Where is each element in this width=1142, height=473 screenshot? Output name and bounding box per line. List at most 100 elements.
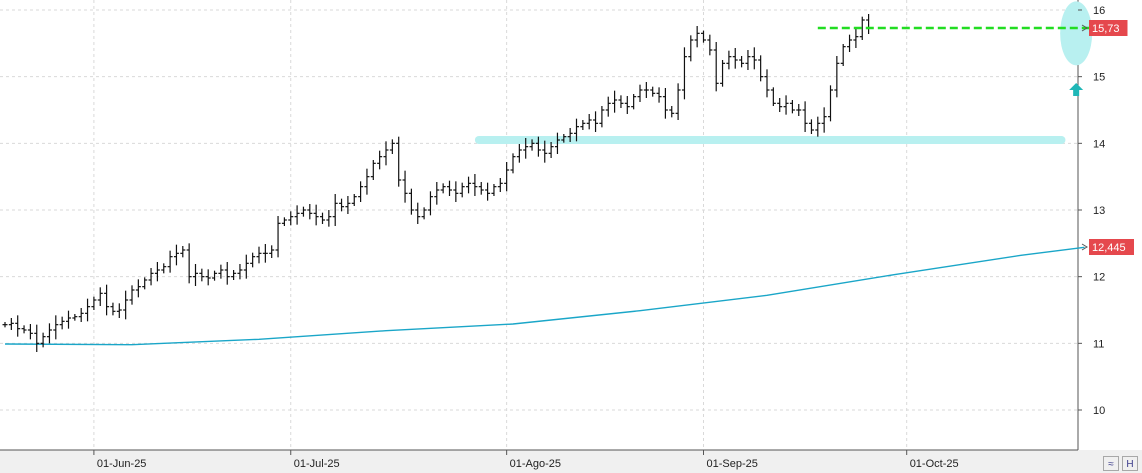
highlight-ellipse [1060,1,1093,66]
ohlc-bar [701,30,706,43]
ohlc-bar [154,262,160,282]
ohlc-bar [300,206,306,217]
ohlc-bar [34,324,40,352]
ohlc-bar [554,132,560,154]
ohlc-bar [599,106,605,128]
ohlc-bar [726,50,732,70]
ohlc-bar [72,314,78,321]
ohlc-bar [40,332,46,348]
chart-controls: ≈ H [1103,456,1138,471]
ohlc-bar [46,323,52,344]
ohlc-bar [758,55,764,82]
ohlc-bar [345,196,351,214]
ohlc-bar [97,287,103,306]
ohlc-bar [173,244,179,266]
ohlc-bar [250,252,256,268]
ohlc-bar [326,210,332,227]
y-axis-labels: 10 11 12 13 14 15 16 [1078,5,1105,417]
ohlc-bar [161,263,167,274]
ohlc-bar [688,35,694,62]
ohlc-bar [358,181,364,202]
ohlc-bar [91,296,97,310]
zoom-button[interactable]: ≈ [1103,456,1119,471]
ohlc-bar [777,98,783,112]
ohlc-bar [796,104,802,116]
ohlc-bar [193,264,198,286]
ohlc-bar [123,290,129,320]
ohlc-bar [586,114,592,130]
ohlc-bar [866,14,872,34]
up-arrow-icon [1069,83,1084,96]
y-tick-label: 10 [1093,405,1105,417]
moving-average-path [4,246,1085,346]
ohlc-bar [650,86,656,97]
ohlc-bar [529,139,535,151]
ohlc-bar [142,277,148,290]
ohlc-bar [313,204,319,226]
ohlc-bar [497,178,503,192]
ohlc-bar [828,85,833,122]
ohlc-bar [148,268,154,286]
ohlc-bar [713,42,719,92]
ohlc-bar [853,28,859,48]
ohlc-bar [675,83,681,120]
x-tick-label: 01-Jul-25 [294,458,340,470]
ohlc-bars [2,14,872,352]
save-button[interactable]: H [1122,456,1138,471]
price-badge: 12,445 [1081,239,1134,255]
grid-lines [0,0,1078,450]
ohlc-bar [574,118,579,142]
ohlc-bar [745,50,751,70]
x-tick-label: 01-Sep-25 [707,458,758,470]
ohlc-bar [212,270,218,281]
y-tick-label: 15 [1093,72,1105,84]
ohlc-bar [637,84,643,102]
ohlc-bar [332,194,338,226]
ohlc-bar [618,95,624,108]
x-axis-labels: 01-Jun-25 01-Jul-25 01-Ago-25 01-Sep-25 01-O… [93,450,959,470]
ohlc-bar [732,48,738,69]
x-axis-strip [0,450,1142,473]
ohlc-bar [269,245,275,258]
price-badges: 15,73 12,445 [1081,20,1134,255]
y-tick-label: 11 [1093,338,1104,350]
ohlc-bar [8,318,14,330]
ohlc-bar [535,136,541,157]
ohlc-bar [85,298,91,322]
ohlc-bar [656,87,662,103]
up-arrow-shape [1069,83,1084,96]
ohlc-bar [612,90,618,113]
ohlc-bar [580,120,586,130]
ohlc-bar [840,44,846,66]
price-badge: 15,73 [1081,20,1128,36]
ohlc-bar [421,207,427,220]
price-badge-label: 15,73 [1092,23,1120,35]
ohlc-bar [288,211,294,226]
ohlc-bar [707,34,713,56]
ohlc-bar [510,153,516,174]
ohlc-bar [370,160,376,180]
ohlc-bar [466,176,472,194]
ohlc-bar [218,264,224,279]
ohlc-bar [78,308,84,322]
x-tick-label: 01-Oct-25 [910,458,959,470]
ohlc-bar [351,194,357,206]
ohlc-bar [256,246,262,264]
ohlc-bar [783,95,789,115]
ohlc-bar [548,142,554,158]
ohlc-bar [415,202,421,224]
y-tick-label: 13 [1093,205,1105,217]
ohlc-bar [478,182,484,195]
ohlc-bar [859,16,865,40]
ohlc-bar [408,188,414,215]
support-band-rect [474,136,1066,144]
ohlc-bar [440,183,446,194]
ohlc-bar [262,244,268,263]
ohlc-bar [110,302,116,316]
ohlc-bar [669,106,675,118]
ohlc-bar [339,198,345,212]
price-badge-label: 12,445 [1092,242,1126,254]
ohlc-bar [15,315,21,337]
ohlc-bar [205,269,211,286]
ohlc-bar [847,34,853,52]
